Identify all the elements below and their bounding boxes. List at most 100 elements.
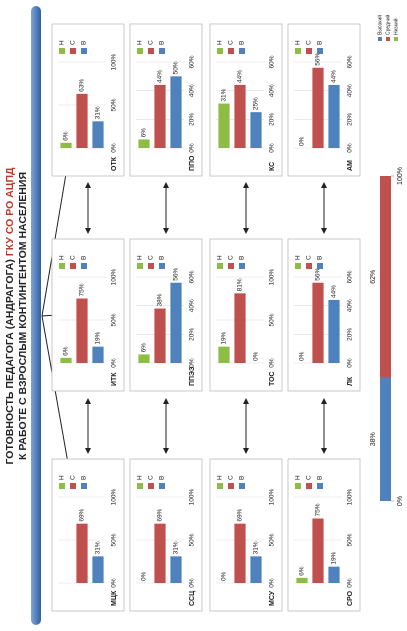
bar bbox=[234, 523, 246, 583]
x-tick-label: 0% bbox=[189, 578, 196, 588]
small-chart: 0% 50% 100% ОТК 6% 63% 31% Н С В bbox=[51, 23, 125, 177]
title-text: ГОТОВНОСТЬ ПЕДАГОГА (АНДРАГОГА) bbox=[4, 256, 16, 464]
legend-swatch bbox=[159, 483, 165, 489]
value-label: 56% bbox=[315, 268, 322, 281]
small-chart: 0% 50% 100% МСУ 0% 69% 31% Н С В bbox=[209, 458, 283, 612]
legend-swatch bbox=[295, 263, 301, 269]
legend-swatch bbox=[295, 483, 301, 489]
x-tick-label: 20% bbox=[347, 113, 354, 126]
legend-swatch bbox=[306, 483, 312, 489]
chart-label: МСУ bbox=[269, 590, 276, 606]
x-tick-label: 50% bbox=[111, 533, 118, 546]
legend-swatch bbox=[59, 48, 65, 54]
bar bbox=[76, 298, 88, 363]
bar bbox=[92, 121, 104, 148]
x-tick-label: 100% bbox=[397, 167, 404, 185]
legend-swatch bbox=[378, 37, 382, 41]
x-tick-label: 40% bbox=[347, 84, 354, 97]
value-label: 0% bbox=[299, 136, 306, 146]
legend-swatch bbox=[386, 37, 390, 41]
legend-swatch bbox=[159, 48, 165, 54]
legend-swatch bbox=[228, 48, 234, 54]
legend-label: В bbox=[159, 256, 166, 260]
bar bbox=[154, 308, 166, 363]
legend-swatch bbox=[81, 483, 87, 489]
bar bbox=[154, 523, 166, 583]
value-label: 31% bbox=[253, 541, 260, 554]
x-tick-label: 40% bbox=[347, 299, 354, 312]
x-tick-label: 0% bbox=[111, 143, 118, 153]
legend-label: Н bbox=[295, 255, 302, 260]
bar bbox=[250, 556, 262, 583]
small-chart: 0% 50% 100% ИТК 6% 75% 19% Н С В bbox=[51, 238, 125, 392]
legend-label: С bbox=[306, 40, 313, 45]
value-label: 6% bbox=[141, 343, 148, 353]
small-chart: 0% 50% 100% СРО 6% 75% 19% Н С В bbox=[287, 458, 361, 612]
legend-swatch bbox=[70, 483, 76, 489]
title-band bbox=[31, 6, 41, 625]
title-line-1: ГОТОВНОСТЬ ПЕДАГОГА (АНДРАГОГА) ГКУ СО Р… bbox=[4, 167, 16, 465]
legend-label: Н bbox=[295, 475, 302, 480]
value-label: 0% bbox=[299, 351, 306, 361]
value-label: 19% bbox=[95, 331, 102, 344]
legend-swatch bbox=[148, 48, 154, 54]
x-tick-label: 40% bbox=[189, 84, 196, 97]
legend-label: Н bbox=[137, 40, 144, 45]
chart-label: ОТК bbox=[111, 156, 118, 171]
bar bbox=[250, 112, 262, 148]
value-label: 81% bbox=[237, 278, 244, 291]
legend-label: Н bbox=[59, 475, 66, 480]
bar bbox=[138, 139, 150, 148]
x-tick-label: 0% bbox=[269, 578, 276, 588]
legend-swatch bbox=[137, 483, 143, 489]
x-tick-label: 0% bbox=[111, 578, 118, 588]
small-chart: 0% 20% 40% 60% ППО 6% 44% 50% Н С В bbox=[129, 23, 203, 177]
value-label: 31% bbox=[173, 541, 180, 554]
title-line-2: К РАБОТЕ С ВЗРОСЛЫМ КОНТИНГЕНТОМ НАСЕЛЕН… bbox=[17, 172, 29, 460]
legend-swatch bbox=[81, 48, 87, 54]
x-tick-label: 100% bbox=[111, 488, 118, 505]
title-accent: ГКУ СО РО АЦПД bbox=[4, 167, 16, 256]
legend-swatch bbox=[317, 48, 323, 54]
value-label: 44% bbox=[331, 285, 338, 298]
legend-swatch bbox=[394, 37, 398, 41]
value-label: 31% bbox=[95, 541, 102, 554]
legend-swatch bbox=[137, 48, 143, 54]
legend-label: С bbox=[70, 255, 77, 260]
value-label: 44% bbox=[237, 70, 244, 83]
legend-label: В bbox=[317, 476, 324, 480]
x-tick-label: 60% bbox=[347, 55, 354, 68]
small-chart: 0% 20% 40% 60% АМ 0% 56% 44% Н С В bbox=[287, 23, 361, 177]
x-tick-label: 100% bbox=[189, 488, 196, 505]
legend-swatch bbox=[306, 48, 312, 54]
legend-swatch bbox=[306, 263, 312, 269]
total-chart: 38% Высокий 62% Средний Низкий 0% 100% bbox=[370, 14, 404, 506]
legend-label: В bbox=[81, 41, 88, 45]
legend-swatch bbox=[70, 263, 76, 269]
legend-label: В bbox=[239, 41, 246, 45]
legend-swatch bbox=[70, 48, 76, 54]
x-tick-label: 100% bbox=[269, 268, 276, 285]
small-chart: 0% 20% 40% 60% ППЭЗ 6% 38% 56% Н С В bbox=[129, 238, 203, 392]
legend-label: С bbox=[228, 475, 235, 480]
legend-label: Средний bbox=[384, 14, 391, 35]
bar bbox=[60, 357, 72, 363]
x-tick-label: 100% bbox=[111, 53, 118, 70]
value-label: 31% bbox=[221, 88, 228, 101]
legend-label: С bbox=[70, 40, 77, 45]
bar bbox=[138, 354, 150, 363]
legend-label: В bbox=[317, 41, 324, 45]
value-label: 19% bbox=[221, 331, 228, 344]
x-tick-label: 20% bbox=[347, 328, 354, 341]
x-tick-label: 100% bbox=[347, 488, 354, 505]
legend-swatch bbox=[239, 483, 245, 489]
x-tick-label: 50% bbox=[269, 313, 276, 326]
legend-label: Н bbox=[59, 40, 66, 45]
legend-swatch bbox=[228, 483, 234, 489]
value-label: 6% bbox=[63, 346, 70, 356]
value-label: 69% bbox=[237, 508, 244, 521]
legend-label: В bbox=[81, 476, 88, 480]
legend-label: Низкий bbox=[392, 18, 399, 35]
legend-label: В bbox=[81, 256, 88, 260]
bar-segment bbox=[380, 176, 391, 378]
